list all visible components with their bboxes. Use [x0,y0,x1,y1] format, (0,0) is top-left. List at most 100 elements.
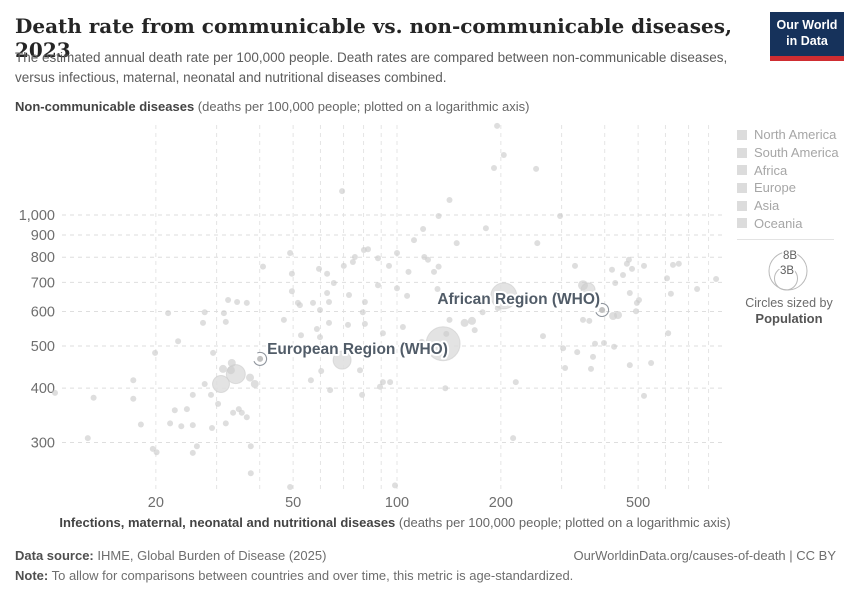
data-point[interactable] [510,435,517,442]
data-point[interactable] [580,316,586,323]
data-point[interactable] [296,302,303,309]
data-point[interactable] [247,443,254,450]
data-point[interactable] [425,326,461,362]
data-point[interactable] [317,334,323,341]
data-point[interactable] [346,292,352,298]
data-point[interactable] [578,280,588,291]
data-point[interactable] [533,165,540,172]
data-point[interactable] [490,282,518,310]
data-point[interactable] [636,297,642,303]
data-point[interactable] [435,263,442,270]
data-point[interactable] [152,349,159,356]
data-point[interactable] [460,318,469,327]
data-point[interactable] [641,392,647,399]
data-point[interactable] [411,237,417,244]
data-point[interactable] [201,309,208,316]
data-point[interactable] [243,299,250,306]
data-point[interactable] [387,379,394,386]
data-point[interactable] [665,330,672,337]
data-point[interactable] [212,375,230,393]
data-point[interactable] [167,420,174,427]
data-point[interactable] [379,379,386,386]
data-point[interactable] [208,391,214,398]
data-point[interactable] [287,484,294,490]
data-point[interactable] [238,409,245,416]
data-point[interactable] [230,409,237,416]
data-point[interactable] [399,324,406,330]
data-point[interactable] [361,299,368,305]
data-point[interactable] [648,360,655,366]
data-point[interactable] [307,377,314,384]
data-point[interactable] [540,333,546,340]
data-point[interactable] [394,285,400,292]
data-point[interactable] [357,367,363,374]
data-point[interactable] [418,338,425,345]
data-point[interactable] [222,318,229,325]
data-point[interactable] [332,350,352,370]
data-point[interactable] [280,316,287,323]
data-point[interactable] [626,362,633,369]
data-point[interactable] [287,250,294,256]
data-point[interactable] [130,395,137,402]
data-point[interactable] [491,165,497,171]
data-point[interactable] [324,290,331,296]
data-point[interactable] [442,385,449,392]
data-point[interactable] [310,299,316,306]
data-point[interactable] [453,240,460,247]
annotated-point[interactable] [599,306,606,313]
data-point[interactable] [351,254,358,260]
data-point[interactable] [345,321,351,328]
data-point[interactable] [175,338,182,345]
data-point[interactable] [664,275,670,282]
data-point[interactable] [611,343,618,350]
data-point[interactable] [316,265,322,272]
data-point[interactable] [137,421,144,428]
footer-link[interactable]: OurWorldinData.org/causes-of-death | CC … [573,548,836,563]
data-point[interactable] [609,266,615,273]
data-point[interactable] [193,443,200,450]
data-point[interactable] [420,226,427,232]
data-point[interactable] [675,260,682,267]
data-point[interactable] [479,309,486,316]
data-point[interactable] [225,297,232,303]
data-point[interactable] [165,310,172,317]
legend-item-north-america[interactable]: North America [737,126,842,144]
data-point[interactable] [219,364,227,373]
data-point[interactable] [171,407,178,414]
data-point[interactable] [446,316,453,323]
data-point[interactable] [694,286,701,292]
data-point[interactable] [209,425,215,431]
data-point[interactable] [586,317,593,324]
data-point[interactable] [365,246,371,253]
data-point[interactable] [375,282,381,289]
data-point[interactable] [201,381,208,387]
data-point[interactable] [317,307,323,313]
data-point[interactable] [247,470,254,477]
data-point[interactable] [324,270,331,277]
data-point[interactable] [392,482,398,489]
data-point[interactable] [557,213,564,219]
data-point[interactable] [443,330,450,337]
data-point[interactable] [243,414,250,421]
data-point[interactable] [327,387,334,394]
data-point[interactable] [361,320,368,327]
data-point[interactable] [84,435,91,442]
data-point[interactable] [394,250,400,256]
data-point[interactable] [633,308,639,315]
data-point[interactable] [183,406,190,413]
legend-item-asia[interactable]: Asia [737,197,842,215]
data-point[interactable] [339,188,346,195]
data-point[interactable] [326,319,332,326]
data-point[interactable] [349,259,356,265]
data-point[interactable] [560,345,567,352]
data-point[interactable] [326,299,332,305]
data-point[interactable] [471,327,478,334]
data-point[interactable] [227,359,236,367]
data-point[interactable] [494,305,501,312]
legend-item-oceania[interactable]: Oceania [737,214,842,232]
data-point[interactable] [298,332,304,339]
data-point[interactable] [468,316,476,325]
data-point[interactable] [386,262,392,269]
data-point[interactable] [592,340,598,347]
data-point[interactable] [404,292,411,299]
